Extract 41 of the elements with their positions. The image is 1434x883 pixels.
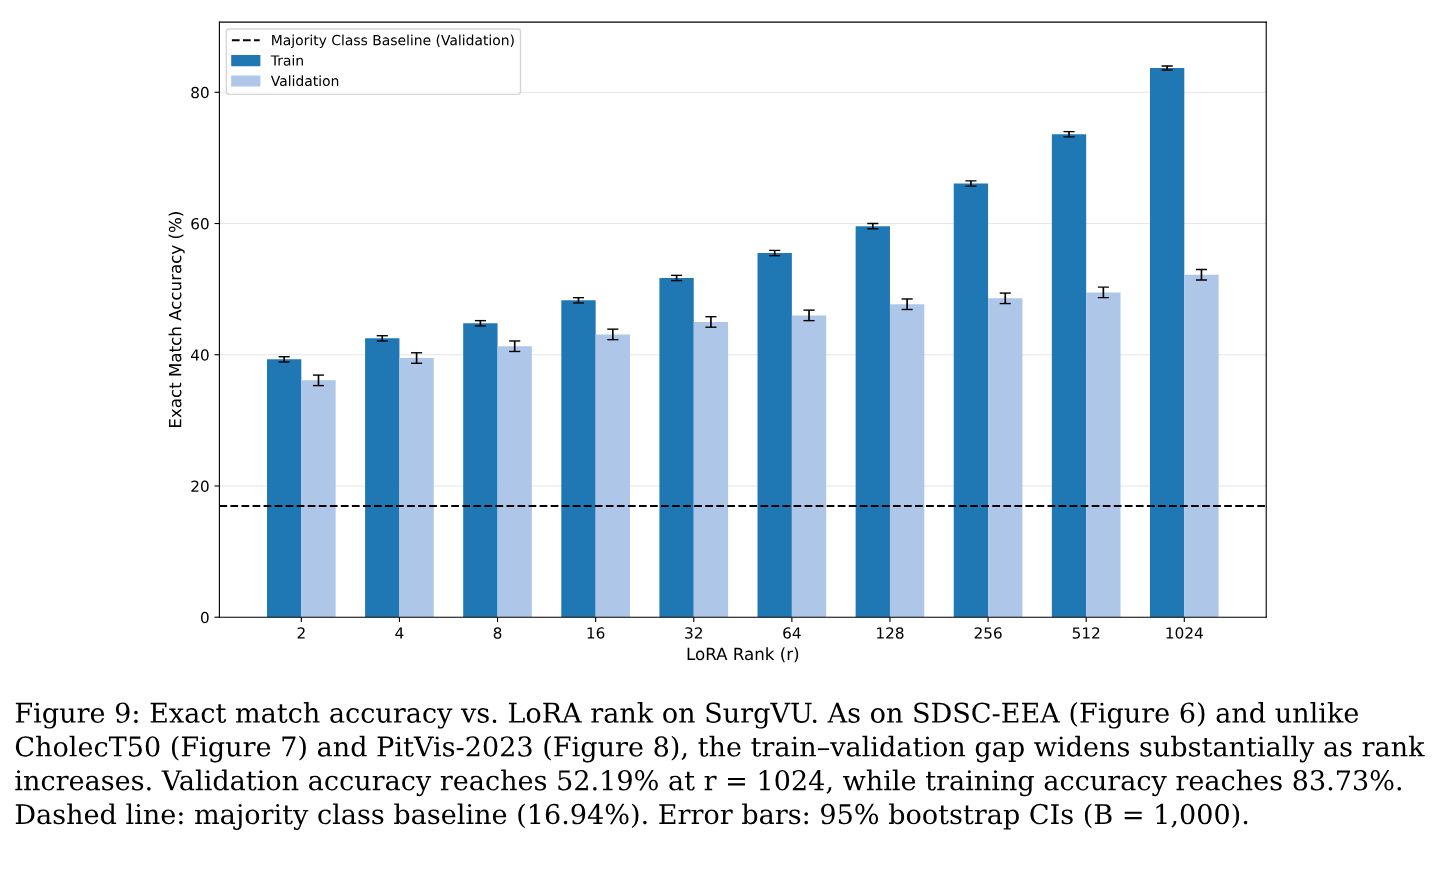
- y-axis-title: Exact Match Accuracy (%): [168, 212, 185, 427]
- x-tick-label: 8: [493, 627, 502, 639]
- x-tick-label: 128: [877, 627, 904, 639]
- y-tick-label: 0: [200, 611, 209, 624]
- bar: [561, 300, 596, 618]
- bar: [953, 183, 989, 618]
- bar: [399, 358, 434, 618]
- bar: [1086, 292, 1121, 618]
- bar: [595, 334, 630, 618]
- bar: [757, 253, 792, 618]
- y-tick-label: 40: [190, 349, 209, 361]
- legend-label: Validation: [270, 75, 339, 87]
- bar: [497, 346, 532, 618]
- x-tick-label: 16: [587, 627, 605, 639]
- bar: [693, 321, 729, 618]
- bar: [1051, 134, 1087, 618]
- bar: [889, 304, 925, 618]
- x-tick-label: 256: [974, 627, 1002, 639]
- y-tick-label: 20: [191, 480, 209, 493]
- bar: [266, 359, 302, 618]
- x-tick-label: 4: [395, 627, 404, 639]
- caption: Figure 9: Exact match accuracy vs. LoRA rank on SurgVU. As on SDSC-EEA (Figure 6) and unlike CholecT50 (Figure 7) and PitVis-2023 (Figure 8), the train–validation gap widens substantially as rank increases. Validation accuracy reaches 52.19% at r = 1024, while training accuracy reaches 83.73%. Dashed line: majority class baseline (16.94%). Error bars: 95% bootstrap CIs (B = 1,000).: [15, 701, 1425, 830]
- bar: [463, 323, 498, 618]
- bar: [659, 277, 694, 618]
- bar: [301, 380, 336, 618]
- bar: [791, 315, 827, 618]
- bar: [365, 338, 400, 618]
- x-tick-label: 1024: [1166, 627, 1203, 639]
- x-tick-label: 64: [783, 627, 801, 639]
- x-tick-label: 2: [297, 627, 305, 639]
- y-tick-label: 80: [191, 86, 209, 99]
- bar: [855, 226, 890, 618]
- x-tick-label: 512: [1072, 627, 1100, 639]
- bar: [1184, 274, 1219, 618]
- x-axis-title: LoRA Rank (r): [687, 647, 799, 663]
- bar: [1149, 68, 1185, 618]
- legend-label: Majority Class Baseline (Validation): [272, 34, 514, 49]
- x-tick-label: 32: [685, 627, 702, 639]
- bar: [988, 298, 1023, 618]
- legend-label: Train: [270, 54, 303, 66]
- y-tick-label: 60: [191, 217, 209, 230]
